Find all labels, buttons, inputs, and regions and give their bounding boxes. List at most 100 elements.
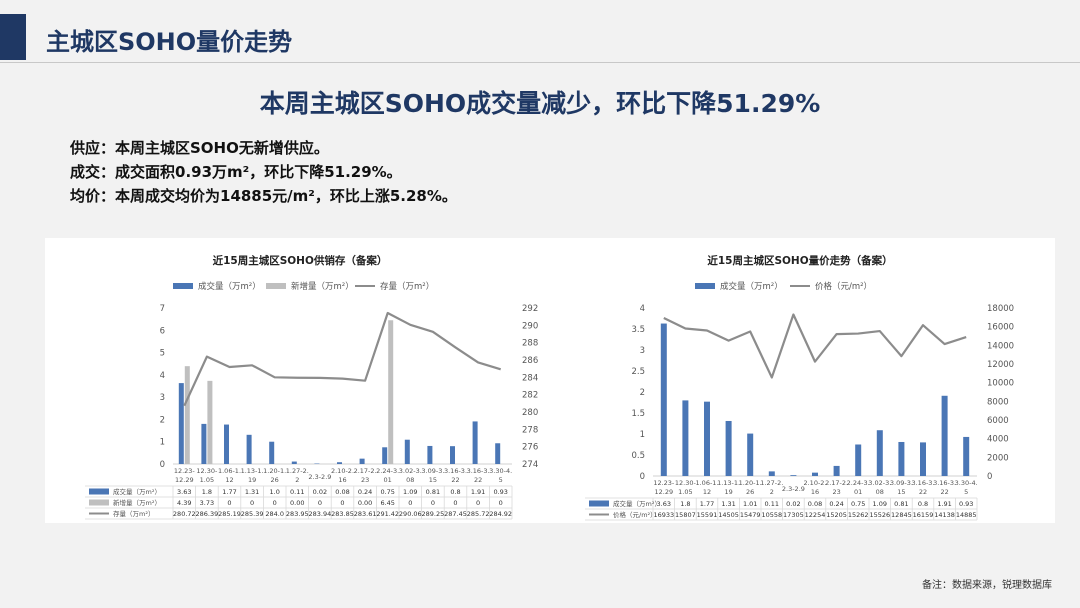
x-tick-label: 2.3-2.9 xyxy=(782,485,805,493)
bar xyxy=(207,380,213,464)
bar xyxy=(660,323,667,476)
y-left-tick-label: 3 xyxy=(640,346,645,356)
table-cell: 17305 xyxy=(783,511,804,519)
legend-label: 成交量（万m²） xyxy=(720,281,783,292)
x-tick-label: 2 xyxy=(295,476,299,484)
x-tick-label: 15 xyxy=(429,476,437,484)
table-cell: 284.92 xyxy=(489,510,512,518)
y-left-tick-label: 3 xyxy=(160,393,165,403)
x-tick-label: 22 xyxy=(919,488,927,496)
y-left-tick-label: 6 xyxy=(160,326,165,336)
bar xyxy=(833,465,840,476)
x-tick-label: 2.3-2.9 xyxy=(308,473,331,481)
table-cell: 289.25 xyxy=(422,510,445,518)
y-left-tick-label: 1.5 xyxy=(631,409,645,419)
y-left-tick-label: 2 xyxy=(640,388,645,398)
table-cell: 0.24 xyxy=(829,500,843,508)
y-left-tick-label: 1 xyxy=(640,430,645,440)
table-cell: 285.72 xyxy=(467,510,490,518)
bar xyxy=(404,439,410,464)
bar xyxy=(495,443,501,464)
x-tick-label: 12.30- xyxy=(196,467,218,475)
table-cell: 1.8 xyxy=(202,488,212,496)
x-tick-label: 22 xyxy=(451,476,459,484)
x-tick-label: 3.16-3. xyxy=(911,479,934,487)
bar xyxy=(768,471,775,476)
y-left-tick-label: 2.5 xyxy=(631,367,645,377)
table-cell: 10558 xyxy=(761,511,782,519)
table-cell: 0.08 xyxy=(808,500,822,508)
table-cell: 0.8 xyxy=(450,488,460,496)
table-cell: 0 xyxy=(408,499,412,507)
supply-sales-stock-chart-svg: 近15周主城区SOHO供销存（备案） 成交量（万m²） 新增量（万m²） 存量（万m²… xyxy=(85,254,538,520)
x-tick-label: 01 xyxy=(384,476,392,484)
x-tick-label: 12.30- xyxy=(675,479,697,487)
x-tick-label: 08 xyxy=(406,476,414,484)
table-cell: 14505 xyxy=(718,511,739,519)
legend-label: 新增量（万m²） xyxy=(291,281,354,292)
table-cell: 0.08 xyxy=(335,488,349,496)
table-cell: 0 xyxy=(431,499,435,507)
y-right-tick-label: 6000 xyxy=(987,416,1009,426)
summary-supply: 供应：本周主城区SOHO无新增供应。 xyxy=(70,139,329,157)
x-tick-label: 1.06-1. xyxy=(218,467,241,475)
bar xyxy=(382,447,388,464)
table-cell: 16159 xyxy=(913,511,934,519)
x-tick-label: 3.30-4. xyxy=(955,479,978,487)
legend-label: 价格（元/m²） xyxy=(815,281,872,292)
y-right-tick-label: 274 xyxy=(522,460,538,470)
y-right-tick-label: 292 xyxy=(522,304,538,314)
bar xyxy=(224,424,229,464)
table-cell: 0 xyxy=(250,499,254,507)
table-cell: 0.24 xyxy=(358,488,372,496)
table-cell: 0 xyxy=(340,499,344,507)
table-cell: 1.91 xyxy=(937,500,951,508)
bar xyxy=(941,395,948,476)
x-tick-label: 3.16-3. xyxy=(467,467,490,475)
table-cell: 290.06 xyxy=(399,510,422,518)
x-tick-label: 12.29 xyxy=(175,476,194,484)
y-left-tick-label: 4 xyxy=(640,304,645,314)
series-line xyxy=(183,311,502,407)
table-cell: 14138 xyxy=(934,511,955,519)
x-tick-label: 3.02-3. xyxy=(399,467,422,475)
y-left-tick-label: 5 xyxy=(160,349,165,359)
x-tick-label: 12 xyxy=(225,476,233,484)
y-right-tick-label: 282 xyxy=(522,391,538,401)
table-cell: 1.0 xyxy=(270,488,280,496)
x-tick-label: 2.17-2. xyxy=(825,479,848,487)
bar xyxy=(704,401,710,476)
table-legend-swatch xyxy=(589,500,609,507)
y-left-tick-label: 0 xyxy=(640,472,645,482)
table-cell: 285.39 xyxy=(241,510,264,518)
table-cell: 15591 xyxy=(697,511,718,519)
table-cell: 0 xyxy=(499,499,503,507)
summary-price: 均价：本周成交均价为14885元/m²，环比上涨5.28%。 xyxy=(70,187,457,205)
x-tick-label: 12.23- xyxy=(653,479,675,487)
y-right-tick-label: 284 xyxy=(522,373,538,383)
table-cell: 1.01 xyxy=(743,500,757,508)
bar xyxy=(388,320,394,464)
y-right-tick-label: 290 xyxy=(522,321,538,331)
bar xyxy=(246,434,252,464)
y-right-tick-label: 4000 xyxy=(987,435,1009,445)
table-legend-swatch xyxy=(89,499,109,506)
x-tick-label: 12.29 xyxy=(654,488,673,496)
table-cell: 12845 xyxy=(891,511,912,519)
table-cell: 0.11 xyxy=(765,500,779,508)
legend-swatch xyxy=(695,283,715,289)
x-tick-label: 23 xyxy=(832,488,840,496)
table-cell: 16933 xyxy=(653,511,674,519)
table-cell: 0.8 xyxy=(918,500,928,508)
table-cell: 280.72 xyxy=(173,510,196,518)
x-tick-label: 19 xyxy=(724,488,732,496)
y-right-tick-label: 2000 xyxy=(987,453,1009,463)
table-cell: 0.75 xyxy=(380,488,394,496)
y-left-tick-label: 0.5 xyxy=(631,451,645,461)
bar xyxy=(747,433,754,476)
y-right-tick-label: 286 xyxy=(522,356,538,366)
x-tick-label: 12.23- xyxy=(174,467,196,475)
x-tick-label: 1.05 xyxy=(200,476,214,484)
table-cell: 0.81 xyxy=(894,500,908,508)
x-tick-label: 23 xyxy=(361,476,369,484)
